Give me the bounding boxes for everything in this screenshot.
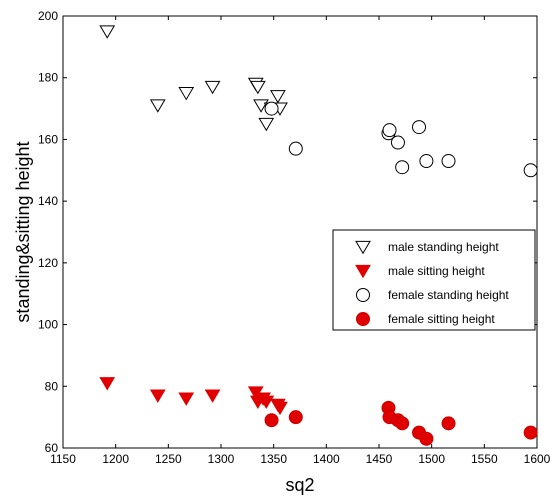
axis-ticks: 1150 1200 1250 1300 1350 1400 1450 1500 1550 1600… bbox=[38, 9, 551, 466]
data-point-female-sitting-height bbox=[523, 425, 538, 440]
data-point-female-standing-height bbox=[390, 135, 405, 150]
data-point-female-standing-height bbox=[395, 160, 410, 175]
y-tick-label: 200 bbox=[38, 9, 58, 23]
y-tick-label: 120 bbox=[38, 256, 58, 270]
data-point-male-sitting-height bbox=[99, 377, 116, 391]
legend-marker bbox=[356, 312, 370, 326]
data-point-female-standing-height bbox=[382, 123, 397, 138]
x-tick-label: 1600 bbox=[524, 452, 551, 466]
data-point-male-standing-height bbox=[99, 25, 116, 39]
x-tick-label: 1250 bbox=[155, 452, 182, 466]
y-tick-label: 140 bbox=[38, 194, 58, 208]
data-point-male-standing-height bbox=[258, 117, 275, 132]
data-point-male-standing-height bbox=[178, 87, 195, 101]
data-point-male-sitting-height bbox=[149, 389, 166, 403]
legend-marker bbox=[355, 264, 371, 279]
data-point-male-standing-height bbox=[204, 80, 221, 95]
legend-label: female standing height bbox=[388, 288, 509, 302]
data-point-female-standing-height bbox=[523, 163, 538, 178]
legend-marker bbox=[356, 288, 370, 302]
legend-marker bbox=[355, 240, 371, 255]
x-tick-label: 1400 bbox=[313, 452, 340, 466]
y-tick-label: 160 bbox=[38, 132, 58, 146]
data-point-male-standing-height bbox=[270, 90, 286, 104]
x-tick-label: 1150 bbox=[50, 452, 76, 466]
legend: male standing height male sitting height f… bbox=[332, 229, 536, 331]
x-tick-label: 1450 bbox=[366, 452, 393, 466]
data-point-female-standing-height bbox=[288, 141, 303, 156]
y-tick-label: 100 bbox=[38, 318, 58, 332]
data-point-male-sitting-height bbox=[272, 401, 288, 416]
data-point-female-sitting-height bbox=[288, 410, 303, 425]
x-axis-label: sq2 bbox=[285, 475, 314, 495]
data-point-male-sitting-height bbox=[258, 395, 275, 410]
legend-label: male standing height bbox=[388, 240, 499, 254]
x-tick-label: 1300 bbox=[208, 452, 235, 466]
data-point-female-sitting-height bbox=[264, 413, 279, 428]
legend-label: female sitting height bbox=[388, 312, 495, 326]
data-point-female-sitting-height bbox=[395, 416, 410, 431]
data-point-female-standing-height bbox=[419, 154, 434, 169]
x-tick-label: 1200 bbox=[102, 452, 129, 466]
y-tick-label: 60 bbox=[45, 441, 59, 455]
data-point-female-standing-height bbox=[441, 154, 456, 169]
data-point-male-sitting-height bbox=[178, 392, 195, 406]
y-tick-label: 180 bbox=[38, 71, 58, 85]
data-point-female-sitting-height bbox=[419, 431, 434, 446]
data-points bbox=[99, 25, 538, 446]
data-point-female-sitting-height bbox=[441, 416, 456, 431]
x-tick-label: 1500 bbox=[418, 452, 445, 466]
y-axis-label: standing&sitting height bbox=[13, 141, 33, 322]
data-point-female-standing-height bbox=[264, 101, 279, 116]
data-point-male-standing-height bbox=[149, 99, 166, 113]
data-point-male-sitting-height bbox=[204, 389, 221, 403]
x-tick-label: 1550 bbox=[471, 452, 498, 466]
legend-label: male sitting height bbox=[388, 264, 485, 278]
y-tick-label: 80 bbox=[45, 379, 59, 393]
data-point-female-standing-height bbox=[412, 120, 427, 135]
data-point-male-standing-height bbox=[249, 80, 266, 95]
x-tick-label: 1350 bbox=[260, 452, 287, 466]
